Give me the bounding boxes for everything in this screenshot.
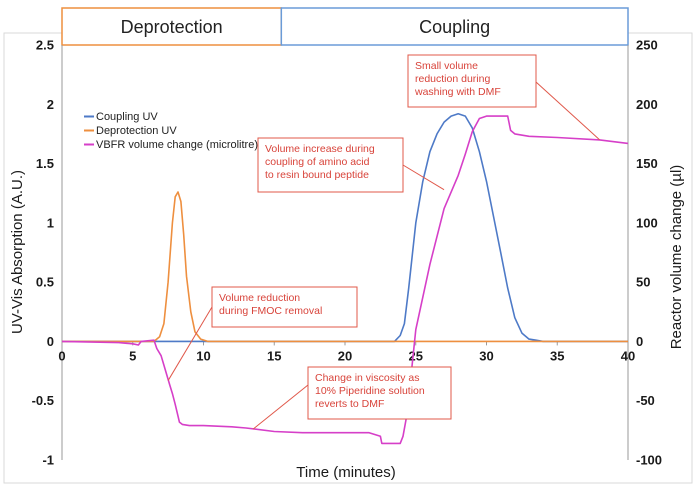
- coupling-uv-line: [62, 113, 628, 343]
- y-tick-label-5: 1.5: [36, 156, 54, 171]
- series-group: [61, 113, 629, 445]
- x-tick-label-7: 35: [550, 348, 564, 363]
- y2-axis-title: Reactor volume change (µl): [668, 165, 685, 350]
- annotation-box-0: [407, 54, 537, 108]
- y2-tick-label-1: -50: [636, 393, 655, 408]
- annotation-text-0-1: reduction during: [415, 73, 490, 85]
- phase-label-0: Deprotection: [121, 17, 223, 37]
- annotation-leader-2: [167, 306, 213, 381]
- x-tick-label-0: 0: [58, 348, 65, 363]
- phase-label-1: Coupling: [419, 17, 490, 37]
- x-axis-title: Time (minutes): [296, 464, 395, 481]
- annotation-text-3-0: Change in viscosity as: [315, 372, 419, 384]
- y-tick-label-6: 2: [47, 97, 54, 112]
- annotation-leader-3: [252, 384, 309, 430]
- legend-label-0: Coupling UV: [96, 111, 158, 123]
- y2-tick-label-6: 200: [636, 97, 658, 112]
- y-axis-title: UV-Vis Absorption (A.U.): [9, 170, 26, 334]
- annotation-text-3-1: 10% Piperidine solution: [315, 385, 425, 397]
- annotation-box-1: [257, 137, 404, 193]
- legend: Coupling UV Deprotection UV VBFR volume ch…: [84, 111, 258, 151]
- phase-box-0: [61, 7, 283, 46]
- legend-label-2: VBFR volume change (microlitre): [96, 139, 258, 151]
- phase-banner: Deprotection Coupling: [61, 7, 629, 46]
- phase-box-1: [280, 7, 629, 46]
- annotation-leader-1: [402, 164, 445, 191]
- deprotection-uv-line: [62, 191, 628, 343]
- x-tick-label-1: 5: [129, 348, 136, 363]
- annotation-leader-0: [535, 81, 601, 141]
- annotation-box-2: [211, 286, 358, 328]
- annotation-text-1-0: Volume increase during: [265, 143, 375, 155]
- y2-tick-label-3: 50: [636, 275, 650, 290]
- y-tick-label-3: 0.5: [36, 275, 54, 290]
- legend-label-1: Deprotection UV: [96, 125, 177, 137]
- annotation-box-3: [307, 366, 452, 420]
- annotation-text-2-0: Volume reduction: [219, 292, 300, 304]
- x-tick-label-3: 15: [267, 348, 281, 363]
- y2-tick-label-5: 150: [636, 156, 658, 171]
- x-tick-label-4: 20: [338, 348, 352, 363]
- x-tick-label-8: 40: [621, 348, 635, 363]
- y-tick-label-1: -0.5: [32, 393, 54, 408]
- y2-tick-label-0: -100: [636, 453, 662, 468]
- y-tick-label-0: -1: [42, 453, 54, 468]
- x-tick-label-5: 25: [409, 348, 423, 363]
- x-tick-label-6: 30: [479, 348, 493, 363]
- annotation-text-0-2: washing with DMF: [414, 86, 501, 98]
- y-tick-label-7: 2.5: [36, 38, 54, 53]
- annotation-text-1-2: to resin bound peptide: [265, 169, 369, 181]
- x-tick-label-2: 10: [196, 348, 210, 363]
- annotation-text-0-0: Small volume: [415, 60, 478, 72]
- y2-tick-label-7: 250: [636, 38, 658, 53]
- y2-tick-label-4: 100: [636, 215, 658, 230]
- annotation-text-3-2: reverts to DMF: [315, 398, 384, 410]
- annotation-text-1-1: coupling of amino acid: [265, 156, 370, 168]
- annotation-text-2-1: during FMOC removal: [219, 305, 322, 317]
- y-tick-label-2: 0: [47, 334, 54, 349]
- y-tick-label-4: 1: [47, 215, 54, 230]
- y2-tick-label-2: 0: [636, 334, 643, 349]
- volume-change-line: [61, 115, 629, 445]
